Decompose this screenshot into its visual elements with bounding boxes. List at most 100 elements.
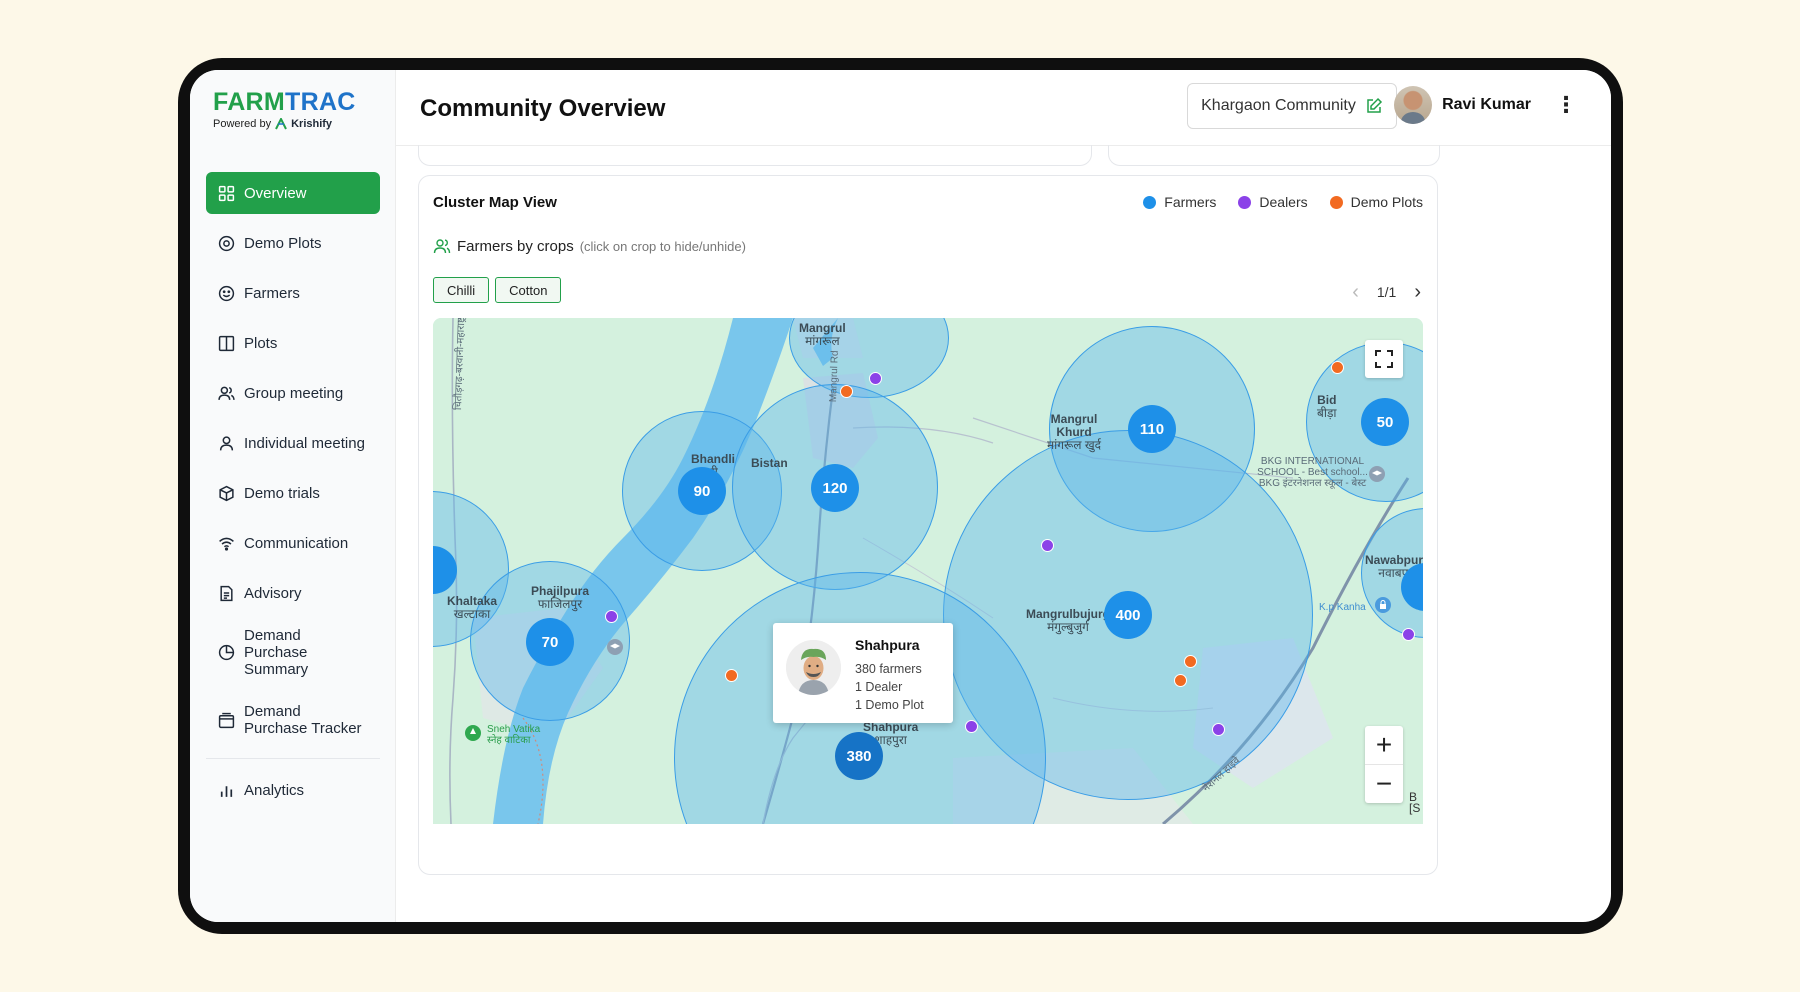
user-menu[interactable]: Ravi Kumar ⋮ — [1394, 86, 1577, 124]
sidebar-item-group-meeting[interactable]: Group meeting — [206, 372, 380, 414]
zoom-out-button[interactable]: − — [1375, 768, 1393, 799]
demo-plot-marker[interactable] — [1184, 655, 1197, 668]
cluster-count-marker[interactable]: 50 — [1361, 398, 1409, 446]
page-title: Community Overview — [420, 95, 666, 122]
dealer-marker[interactable] — [1212, 723, 1225, 736]
sidebar-item-label: Advisory — [244, 584, 302, 602]
fullscreen-button[interactable] — [1365, 340, 1403, 378]
sidebar-item-demo-plots[interactable]: Demo Plots — [206, 222, 380, 264]
brand-logo[interactable]: FARMTRAC Powered by Krishify — [213, 88, 356, 130]
crop-chip-cotton[interactable]: Cotton — [495, 277, 562, 303]
sidebar-item-demo-trials[interactable]: Demo trials — [206, 472, 380, 514]
cluster-info-popup[interactable]: Shahpura 380 farmers 1 Dealer 1 Demo Plo… — [773, 623, 953, 723]
place-label: Phajilpura फाजिलपुर — [531, 584, 590, 611]
powered-by-label: Powered by — [213, 118, 272, 130]
legend-dealers: Dealers — [1238, 194, 1308, 210]
partner-name: Krishify — [291, 118, 333, 130]
legend-label: Demo Plots — [1350, 194, 1423, 210]
legend-farmers: Farmers — [1143, 194, 1216, 210]
sidebar-item-label: Plots — [244, 334, 278, 352]
popup-demo-plots-count: 1 Demo Plot — [855, 698, 924, 712]
wifi-icon — [218, 535, 235, 552]
place-label: Bistan — [751, 456, 788, 470]
dealer-marker[interactable] — [1402, 628, 1415, 641]
place-label: Mangrulbujurg मंगुल्बुजुर्ग — [1026, 607, 1110, 634]
wallet-icon — [218, 712, 235, 729]
fullscreen-icon — [1375, 350, 1393, 368]
place-label: Bid बीड़ा — [1317, 393, 1337, 420]
sidebar-item-advisory[interactable]: Advisory — [206, 572, 380, 614]
document-icon — [218, 585, 235, 602]
tablet-frame: FARMTRAC Powered by Krishify Overview De… — [178, 58, 1623, 934]
cluster-count-marker[interactable]: 400 — [1104, 591, 1152, 639]
sidebar-item-analytics[interactable]: Analytics — [206, 769, 380, 811]
crops-filter-heading: Farmers by crops (click on crop to hide/… — [433, 237, 746, 255]
target-icon — [218, 235, 235, 252]
school-pin-icon[interactable] — [606, 638, 624, 656]
sidebar-item-demand-purchase-tracker[interactable]: Demand Purchase Tracker — [206, 690, 380, 750]
sidebar-item-individual-meeting[interactable]: Individual meeting — [206, 422, 380, 464]
crops-hint: (click on crop to hide/unhide) — [579, 238, 746, 254]
sidebar-item-overview[interactable]: Overview — [206, 172, 380, 214]
legend-dot-icon — [1143, 195, 1157, 209]
cluster-count-marker[interactable] — [1401, 563, 1423, 611]
lock-pin-icon[interactable] — [1374, 596, 1392, 614]
edge-label: B [S — [1409, 790, 1421, 815]
demo-plot-marker[interactable] — [840, 385, 853, 398]
sidebar-item-plots[interactable]: Plots — [206, 322, 380, 364]
map-legend: Farmers Dealers Demo Plots — [1143, 194, 1423, 210]
map-card-title: Cluster Map View — [433, 194, 557, 211]
columns-icon — [218, 335, 235, 352]
demo-plot-marker[interactable] — [725, 669, 738, 682]
park-pin-icon[interactable] — [464, 724, 482, 742]
krishify-logo-icon — [275, 118, 287, 130]
road-label: Mangrul Rd — [828, 350, 841, 403]
farmer-avatar-icon — [786, 640, 841, 695]
smile-icon — [218, 285, 235, 302]
sidebar-divider — [206, 758, 380, 759]
sidebar-item-farmers[interactable]: Farmers — [206, 272, 380, 314]
chevron-right-icon[interactable]: › — [1414, 281, 1421, 303]
popup-title: Shahpura — [855, 637, 920, 653]
cluster-count-marker[interactable]: 380 — [835, 732, 883, 780]
crop-chips: Chilli Cotton — [433, 277, 562, 303]
poi-label: Sneh Vatika स्नेह वाटिका — [487, 724, 541, 746]
cluster-count-marker[interactable]: 90 — [678, 467, 726, 515]
legend-label: Dealers — [1259, 194, 1308, 210]
demo-plot-marker[interactable] — [1174, 674, 1187, 687]
more-options-icon[interactable]: ⋮ — [1555, 92, 1577, 117]
demo-plot-marker[interactable] — [1331, 361, 1344, 374]
users-icon — [218, 385, 235, 402]
dealer-marker[interactable] — [965, 720, 978, 733]
user-name: Ravi Kumar — [1442, 96, 1531, 113]
legend-dot-icon — [1238, 195, 1252, 209]
chevron-left-icon[interactable]: ‹ — [1352, 281, 1359, 303]
place-label: Khaltaka खल्टाका — [447, 594, 498, 621]
crop-pager: ‹ 1/1 › — [1352, 281, 1421, 303]
users-icon — [433, 239, 451, 254]
poi-label: K.p Kanha — [1319, 602, 1366, 613]
cluster-count-marker[interactable]: 120 — [811, 464, 859, 512]
place-label: Shahpura शाहपुरा — [863, 720, 919, 747]
cluster-count-marker[interactable]: 110 — [1128, 405, 1176, 453]
dealer-marker[interactable] — [605, 610, 618, 623]
crop-chip-chilli[interactable]: Chilli — [433, 277, 490, 303]
sidebar-item-label: Demo trials — [244, 484, 320, 502]
dealer-marker[interactable] — [869, 372, 882, 385]
sidebar-item-communication[interactable]: Communication — [206, 522, 380, 564]
brand-name: FARMTRAC — [213, 88, 356, 116]
sidebar-item-demand-purchase-summary[interactable]: Demand Purchase Summary — [206, 622, 380, 682]
sidebar-item-label: Individual meeting — [244, 434, 365, 452]
dealer-marker[interactable] — [1041, 539, 1054, 552]
sidebar-item-label: Analytics — [244, 781, 305, 799]
bar-chart-icon — [218, 782, 235, 799]
zoom-in-button[interactable]: + — [1365, 726, 1403, 765]
popup-farmers-count: 380 farmers — [855, 662, 922, 676]
community-selector-button[interactable]: Khargaon Community — [1187, 83, 1397, 129]
sidebar-nav: Overview Demo Plots Farmers Plots Group … — [206, 172, 380, 819]
school-pin-icon[interactable] — [1368, 465, 1386, 483]
pie-icon — [218, 644, 235, 661]
cluster-count-marker[interactable]: 70 — [526, 618, 574, 666]
legend-label: Farmers — [1164, 194, 1217, 210]
